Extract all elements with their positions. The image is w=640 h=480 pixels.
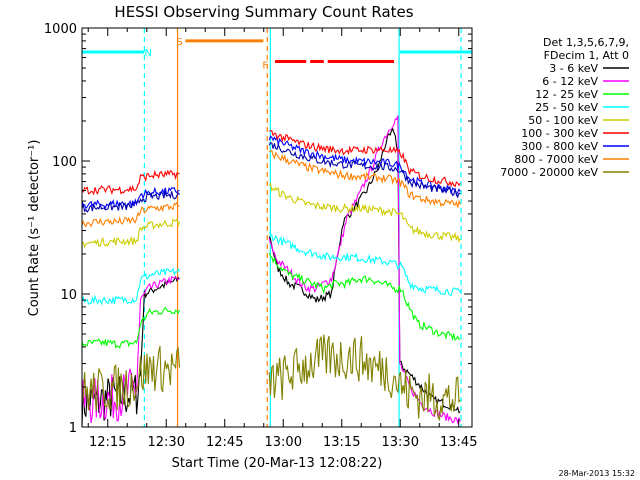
x-tick-label-5: 13:30 xyxy=(382,435,419,450)
y-tick-label-0: 1 xyxy=(69,421,77,436)
series-line-9-1 xyxy=(268,334,461,422)
series-line-2-0 xyxy=(81,306,181,349)
legend-label-0: 3 - 6 keV xyxy=(549,62,598,75)
x-tick-label-4: 13:15 xyxy=(323,435,360,450)
y-axis: 1 10 100 1000 xyxy=(44,22,472,436)
series-line-9-0 xyxy=(81,345,181,411)
legend-label-8: 7000 - 20000 keV xyxy=(500,166,598,179)
legend-header: Det 1,3,5,6,7,9, FDecim 1, Att 0 xyxy=(543,36,629,62)
series-line-5-1 xyxy=(268,135,461,197)
flag-label-F: F xyxy=(262,61,268,72)
y-tick-label-3: 1000 xyxy=(44,22,77,37)
series-line-7-1 xyxy=(268,149,461,208)
y-tick-label-2: 100 xyxy=(52,155,77,170)
series-line-6-0 xyxy=(81,189,180,213)
flag-label-S: S xyxy=(176,37,182,48)
x-tick-label-3: 13:00 xyxy=(265,435,302,450)
legend-label-4: 50 - 100 keV xyxy=(528,114,598,127)
series-line-8-0 xyxy=(81,169,180,196)
series-line-4-0 xyxy=(81,218,181,249)
legend-label-6: 300 - 800 keV xyxy=(521,140,598,153)
series-line-3-0 xyxy=(81,267,180,306)
series-line-2-1 xyxy=(268,252,461,342)
footer-timestamp: 28-Mar-2013 15:32 xyxy=(559,469,636,478)
x-tick-label-1: 12:30 xyxy=(148,435,185,450)
series-line-8-1 xyxy=(269,130,461,188)
legend-label-3: 25 - 50 keV xyxy=(535,101,598,114)
chart-title: HESSI Observing Summary Count Rates xyxy=(114,3,413,21)
legend-label-2: 12 - 25 keV xyxy=(535,88,598,101)
legend-label-1: 6 - 12 keV xyxy=(542,75,598,88)
plot-frame xyxy=(81,27,473,428)
plot-area: N S F xyxy=(81,28,472,428)
y-tick-label-1: 10 xyxy=(60,288,77,303)
legend-header-line-1: Det 1,3,5,6,7,9, xyxy=(543,36,629,49)
series-line-7-0 xyxy=(81,201,180,228)
series-line-4-1 xyxy=(268,182,461,243)
series-line-1-0 xyxy=(81,275,180,423)
flag-label-N: N xyxy=(145,48,152,59)
x-tick-label-0: 12:15 xyxy=(89,435,126,450)
x-axis: 12:15 12:30 12:45 13:00 13:15 13:30 13:45 xyxy=(87,28,477,450)
y-axis-label: Count Rate (s⁻¹ detector⁻¹) xyxy=(27,140,42,317)
x-tick-label-6: 13:45 xyxy=(440,435,477,450)
x-tick-label-2: 12:45 xyxy=(206,435,243,450)
series-line-6-1 xyxy=(268,141,461,199)
legend-label-7: 800 - 7000 keV xyxy=(514,153,598,166)
series-line-3-1 xyxy=(268,232,461,296)
x-axis-label: Start Time (20-Mar-13 12:08:22) xyxy=(172,456,383,471)
legend-label-5: 100 - 300 keV xyxy=(521,127,598,140)
legend-header-line-2: FDecim 1, Att 0 xyxy=(544,49,629,62)
series-line-5-0 xyxy=(81,186,180,210)
